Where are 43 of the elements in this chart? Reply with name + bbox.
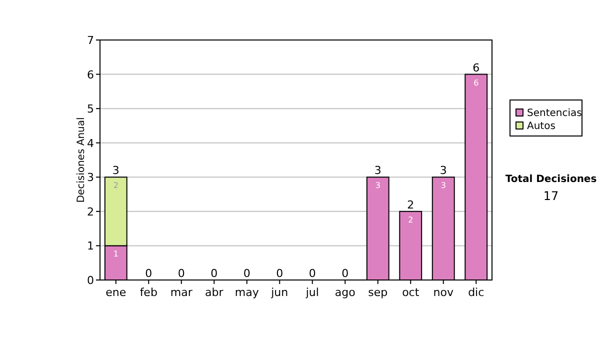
y-tick-label: 0 <box>87 274 94 287</box>
data-label: 3 <box>440 181 446 190</box>
x-tick-label: ene <box>106 286 126 299</box>
x-tick-label: dic <box>468 286 484 299</box>
total-label: 6 <box>472 61 480 74</box>
data-label: 3 <box>375 181 380 190</box>
total-label: 3 <box>112 164 120 178</box>
x-tick-label: may <box>234 286 260 299</box>
data-label: 2 <box>408 215 414 224</box>
total-label: 0 <box>145 267 152 280</box>
legend-label: Autos <box>527 121 556 132</box>
data-label: 1 <box>113 250 118 259</box>
y-tick-label: 3 <box>87 171 94 184</box>
x-tick-label: jul <box>304 286 319 299</box>
total-label: 0 <box>276 267 284 280</box>
x-tick-label: feb <box>140 286 158 299</box>
total-label: 0 <box>342 267 349 280</box>
x-tick-label: jun <box>270 286 288 299</box>
text: Total Decisiones <box>505 174 597 185</box>
total-label: 0 <box>243 267 250 280</box>
legend-label: Sentencias <box>527 108 582 119</box>
y-tick-label: 7 <box>87 34 94 47</box>
total-label: 3 <box>374 164 382 178</box>
x-tick-label: mar <box>170 286 193 299</box>
x-tick-label: abr <box>205 286 224 299</box>
x-tick-label: ago <box>334 286 356 299</box>
y-tick-label: 5 <box>87 102 94 116</box>
text: 17 <box>543 189 559 203</box>
total-label: 3 <box>440 164 447 178</box>
total-label: 2 <box>407 198 414 212</box>
data-label: 2 <box>113 181 118 190</box>
y-axis-title: Decisiones Anual <box>76 117 87 203</box>
data-label: 6 <box>474 78 479 88</box>
total-label: 0 <box>308 267 316 280</box>
y-tick-label: 6 <box>87 68 94 82</box>
y-tick-label: 1 <box>87 240 94 253</box>
x-tick-label: nov <box>433 286 454 299</box>
y-tick-label: 2 <box>87 205 94 218</box>
x-tick-label: sep <box>368 286 388 299</box>
total-label: 0 <box>178 267 185 280</box>
y-tick-label: 4 <box>87 136 94 150</box>
x-tick-label: oct <box>402 286 420 299</box>
total-label: 0 <box>210 267 218 280</box>
